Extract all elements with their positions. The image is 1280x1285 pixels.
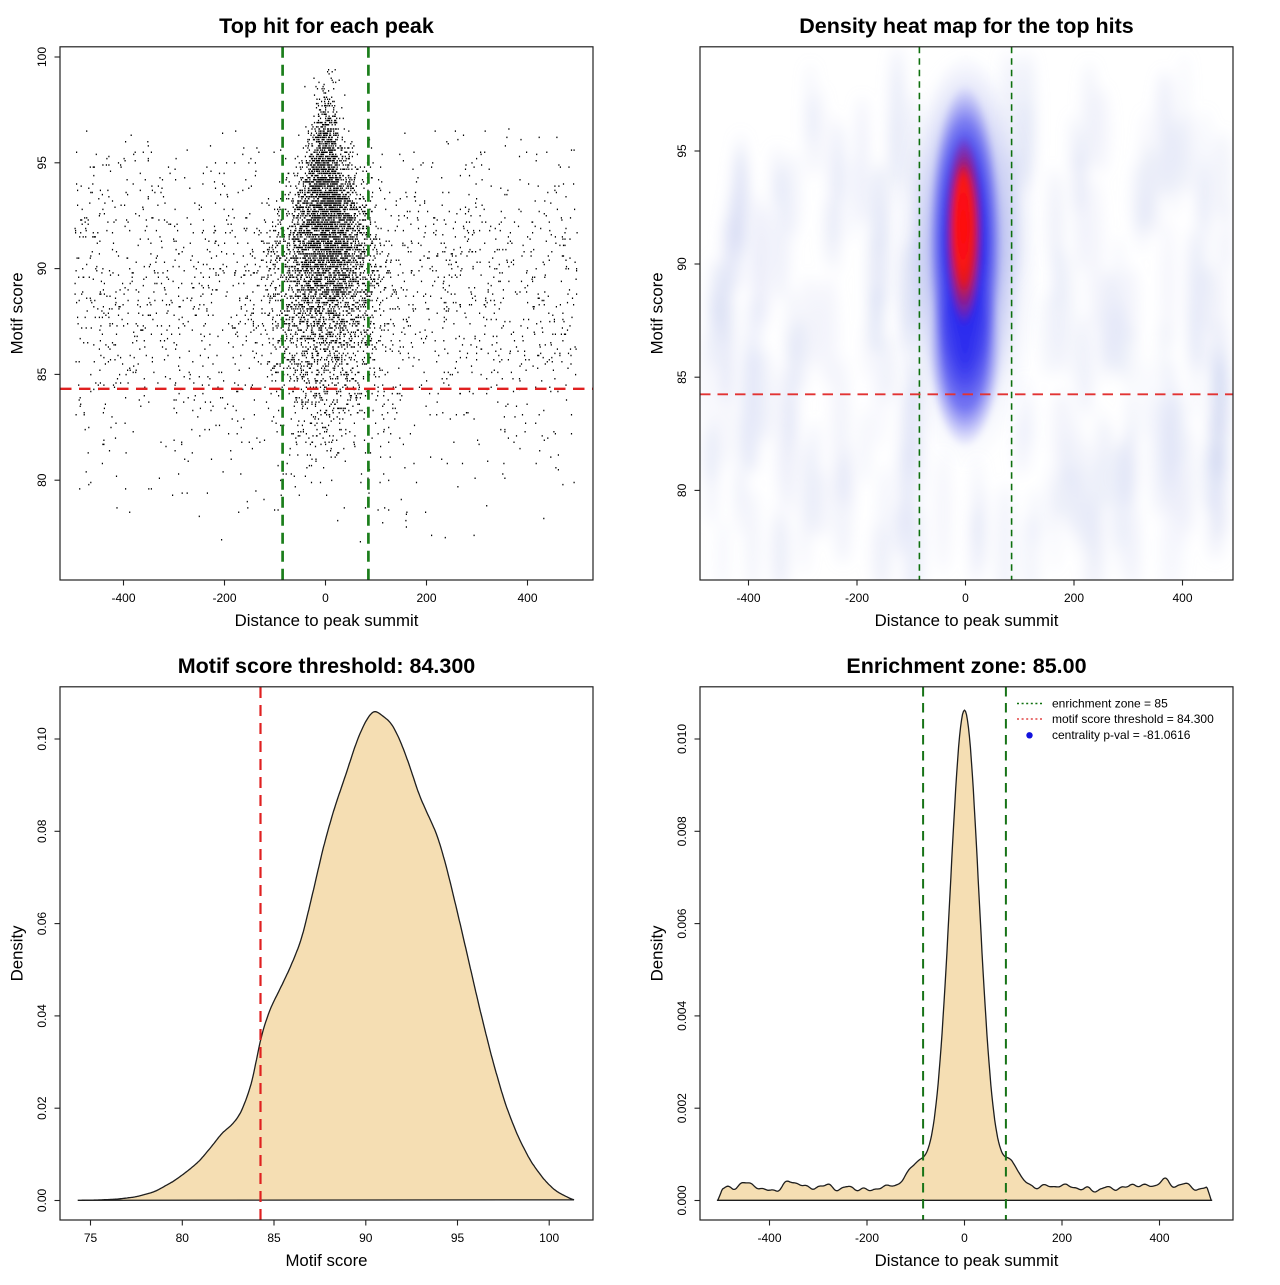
- svg-text:0: 0: [962, 591, 969, 605]
- svg-text:80: 80: [176, 1231, 190, 1245]
- svg-text:100: 100: [35, 47, 49, 67]
- svg-text:75: 75: [84, 1231, 98, 1245]
- svg-text:Enrichment zone: 85.00: Enrichment zone: 85.00: [846, 654, 1086, 678]
- svg-text:85: 85: [267, 1231, 281, 1245]
- svg-text:Motif score: Motif score: [8, 272, 27, 354]
- svg-text:400: 400: [517, 591, 537, 605]
- svg-text:-400: -400: [757, 1231, 781, 1245]
- svg-text:0.006: 0.006: [675, 908, 689, 938]
- svg-text:0.02: 0.02: [35, 1096, 49, 1120]
- svg-text:100: 100: [539, 1231, 559, 1245]
- svg-text:0.10: 0.10: [35, 727, 49, 751]
- svg-text:0.002: 0.002: [675, 1093, 689, 1123]
- svg-text:0.010: 0.010: [675, 724, 689, 754]
- svg-text:-200: -200: [855, 1231, 879, 1245]
- svg-text:90: 90: [35, 262, 49, 276]
- svg-text:0.08: 0.08: [35, 819, 49, 843]
- svg-text:400: 400: [1172, 591, 1192, 605]
- svg-text:0: 0: [322, 591, 329, 605]
- svg-text:200: 200: [1052, 1231, 1072, 1245]
- svg-text:0: 0: [961, 1231, 968, 1245]
- svg-text:Distance to peak summit: Distance to peak summit: [875, 611, 1059, 630]
- svg-text:90: 90: [359, 1231, 373, 1245]
- svg-text:-400: -400: [111, 591, 135, 605]
- svg-text:80: 80: [675, 483, 689, 497]
- svg-text:Motif score threshold: 84.300: Motif score threshold: 84.300: [178, 654, 476, 678]
- svg-text:Motif score: Motif score: [285, 1251, 367, 1270]
- svg-text:motif score threshold = 84.300: motif score threshold = 84.300: [1052, 712, 1214, 726]
- svg-text:0.000: 0.000: [675, 1185, 689, 1215]
- svg-text:Distance to peak summit: Distance to peak summit: [235, 611, 419, 630]
- svg-text:0.008: 0.008: [675, 816, 689, 846]
- svg-text:85: 85: [675, 370, 689, 384]
- svg-text:Motif score: Motif score: [648, 272, 667, 354]
- svg-text:-200: -200: [212, 591, 236, 605]
- svg-text:Distance to peak summit: Distance to peak summit: [875, 1251, 1059, 1270]
- svg-text:Density: Density: [648, 925, 667, 982]
- svg-text:95: 95: [675, 144, 689, 158]
- svg-text:0.004: 0.004: [675, 1001, 689, 1031]
- svg-text:centrality p-val = -81.0616: centrality p-val = -81.0616: [1052, 728, 1191, 742]
- svg-text:Top hit for each peak: Top hit for each peak: [219, 14, 434, 38]
- svg-text:Density: Density: [8, 925, 27, 982]
- svg-text:85: 85: [35, 367, 49, 381]
- svg-text:90: 90: [675, 257, 689, 271]
- svg-text:-400: -400: [736, 591, 760, 605]
- svg-text:400: 400: [1149, 1231, 1169, 1245]
- svg-text:enrichment zone = 85: enrichment zone = 85: [1052, 697, 1168, 711]
- svg-text:95: 95: [451, 1231, 465, 1245]
- svg-text:-200: -200: [845, 591, 869, 605]
- svg-text:200: 200: [416, 591, 436, 605]
- svg-text:200: 200: [1064, 591, 1084, 605]
- svg-text:95: 95: [35, 156, 49, 170]
- svg-text:0.00: 0.00: [35, 1188, 49, 1212]
- svg-text:Density heat map for the top h: Density heat map for the top hits: [799, 14, 1134, 38]
- svg-text:80: 80: [35, 473, 49, 487]
- svg-text:0.04: 0.04: [35, 1004, 49, 1028]
- svg-text:0.06: 0.06: [35, 912, 49, 936]
